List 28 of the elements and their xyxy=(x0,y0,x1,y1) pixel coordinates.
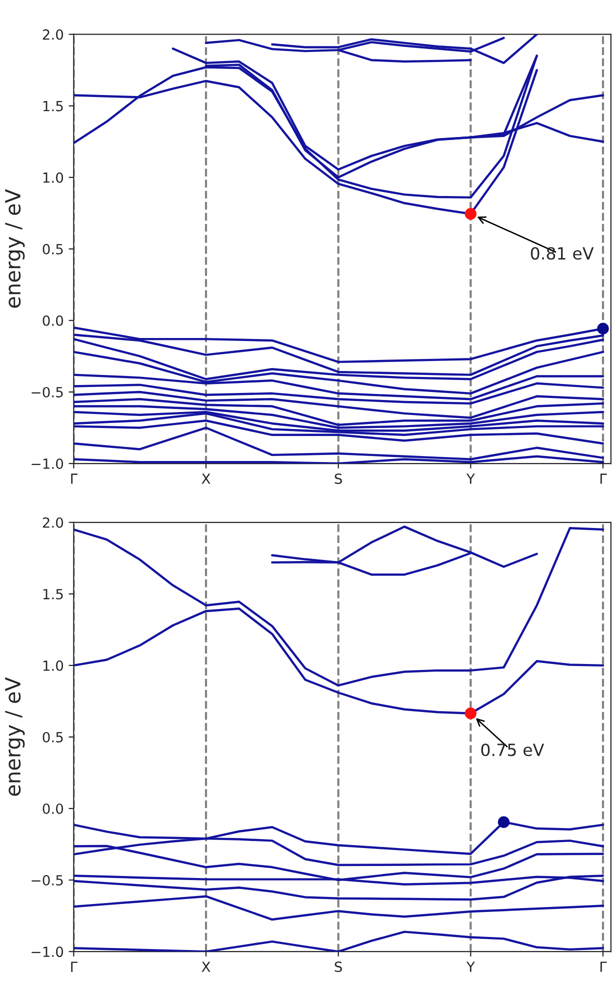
y-axis-title: energy / eV xyxy=(5,189,25,308)
y-axis-title: energy / eV xyxy=(5,677,25,796)
x-tick-label: X xyxy=(202,474,210,484)
x-tick-label: Γ xyxy=(600,474,607,484)
x-tick-label: Γ xyxy=(71,962,78,972)
y-tick-label: 2.0 xyxy=(42,29,64,40)
x-tick-label: Y xyxy=(466,962,475,972)
y-tick-label: 1.5 xyxy=(43,589,63,600)
y-tick-label: −1.0 xyxy=(32,458,64,469)
x-tick-label: Γ xyxy=(71,474,78,484)
y-tick-label: 0.5 xyxy=(42,244,63,254)
y-tick-label: 0.0 xyxy=(42,315,64,326)
y-tick-label: 0.0 xyxy=(42,803,64,814)
x-tick-label: X xyxy=(202,962,210,972)
x-tick-label: Γ xyxy=(600,962,607,972)
y-tick-label: 1.0 xyxy=(43,660,64,671)
y-tick-label: 1.0 xyxy=(43,172,64,183)
annotation: 0.81 eV xyxy=(530,247,594,260)
x-tick-label: S xyxy=(334,962,342,972)
y-tick-label: −1.0 xyxy=(32,946,64,958)
y-tick-label: 0.5 xyxy=(42,732,63,742)
y-tick-label: 1.5 xyxy=(43,101,63,112)
annotation: 0.75 eV xyxy=(481,744,544,756)
y-tick-label: −0.5 xyxy=(32,386,63,398)
x-tick-label: Y xyxy=(466,474,475,484)
y-tick-label: −0.5 xyxy=(32,875,63,886)
y-tick-label: 2.0 xyxy=(42,517,64,528)
x-tick-label: S xyxy=(334,473,342,484)
